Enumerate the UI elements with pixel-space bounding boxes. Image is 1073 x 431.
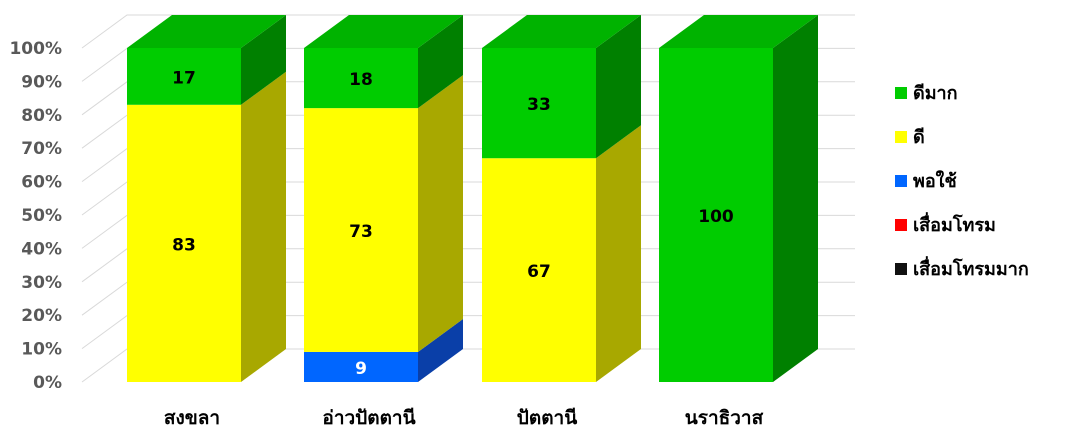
bar-front bbox=[304, 351, 418, 382]
bar-side bbox=[241, 71, 286, 382]
bar-side bbox=[241, 15, 286, 105]
bar-segment bbox=[659, 15, 818, 382]
data-label: 67 bbox=[527, 262, 551, 282]
x-category-label: นราธิวาส bbox=[685, 407, 764, 429]
bar-front bbox=[304, 48, 418, 109]
y-tick-label: 50% bbox=[21, 206, 62, 226]
bar-side bbox=[418, 75, 463, 352]
data-label: 83 bbox=[172, 235, 196, 255]
bar-side bbox=[596, 15, 641, 159]
data-label: 33 bbox=[527, 95, 551, 115]
data-labels: 83 17 9 73 18 67 33 100 bbox=[172, 68, 734, 379]
y-tick-label: 0% bbox=[33, 373, 62, 393]
legend-label: เสื่อมโทรม bbox=[913, 212, 996, 236]
bar-front bbox=[482, 158, 596, 382]
legend-swatch bbox=[895, 87, 907, 99]
bar-segment bbox=[482, 15, 641, 159]
bar-front bbox=[127, 48, 241, 105]
data-label: 100 bbox=[698, 207, 734, 227]
data-label: 18 bbox=[349, 70, 373, 90]
bar-segment bbox=[482, 125, 641, 382]
data-label: 73 bbox=[349, 222, 373, 242]
legend-item: เสื่อมโทรม bbox=[895, 212, 996, 236]
x-axis-category-labels: สงขลา อ่าวปัตตานี ปัตตานี นราธิวาส bbox=[164, 407, 764, 429]
x-category-label: สงขลา bbox=[164, 407, 220, 429]
bar-segment bbox=[127, 15, 286, 105]
legend-label: ดี bbox=[913, 127, 925, 148]
legend-item: พอใช้ bbox=[895, 170, 957, 192]
data-label: 17 bbox=[172, 68, 196, 88]
bar-top bbox=[127, 15, 286, 48]
x-category-label: ปัตตานี bbox=[517, 407, 577, 429]
bar-side bbox=[596, 125, 641, 382]
legend-label: พอใช้ bbox=[913, 170, 957, 192]
legend-label: ดีมาก bbox=[913, 83, 958, 104]
legend-item: ดี bbox=[895, 127, 925, 148]
legend-swatch bbox=[895, 175, 907, 187]
bar-side bbox=[418, 318, 463, 382]
y-tick-label: 90% bbox=[21, 72, 62, 92]
bar-segment bbox=[127, 71, 286, 382]
x-category-label: อ่าวปัตตานี bbox=[322, 407, 415, 429]
y-axis-tick-labels: 0% 10% 20% 30% 40% 50% 60% 70% 80% 90% 100% bbox=[9, 39, 62, 393]
bar-top bbox=[659, 15, 818, 48]
y-tick-label: 80% bbox=[21, 106, 62, 126]
bar-front bbox=[304, 108, 418, 352]
bar-side bbox=[418, 15, 463, 109]
bar-front bbox=[127, 104, 241, 382]
y-tick-label: 10% bbox=[21, 340, 62, 360]
y-tick-label: 20% bbox=[21, 306, 62, 326]
bar-segment bbox=[304, 318, 463, 382]
bar-segment bbox=[304, 15, 463, 109]
bar-segment bbox=[304, 75, 463, 352]
y-tick-label: 70% bbox=[21, 139, 62, 159]
y-tick-label: 100% bbox=[9, 39, 62, 59]
legend-swatch bbox=[895, 219, 907, 231]
legend-swatch bbox=[895, 263, 907, 275]
y-tick-label: 40% bbox=[21, 239, 62, 259]
bars bbox=[127, 15, 818, 382]
bar-front bbox=[482, 48, 596, 159]
bar-top bbox=[482, 15, 641, 48]
legend-item: ดีมาก bbox=[895, 83, 958, 104]
legend-swatch bbox=[895, 131, 907, 143]
y-tick-label: 60% bbox=[21, 173, 62, 193]
legend-label: เสื่อมโทรมมาก bbox=[913, 256, 1029, 280]
bar-front bbox=[659, 48, 773, 382]
data-label: 9 bbox=[355, 359, 367, 379]
y-tick-label: 30% bbox=[21, 273, 62, 293]
bar-top bbox=[304, 15, 463, 48]
bar-side bbox=[773, 15, 818, 382]
legend-item: เสื่อมโทรมมาก bbox=[895, 256, 1029, 280]
